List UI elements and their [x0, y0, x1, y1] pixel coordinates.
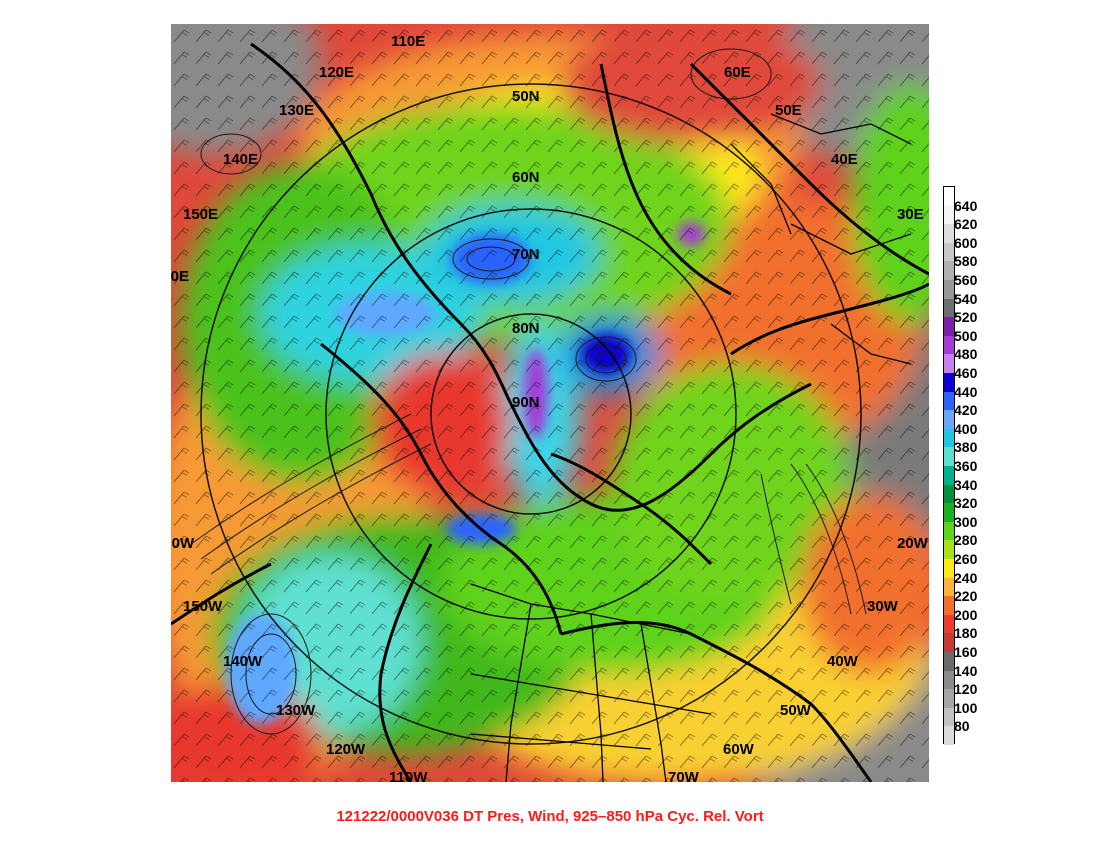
- color-scale-cell: [944, 242, 954, 262]
- color-scale-cell: [944, 335, 954, 355]
- lon-label-140w: 140W: [223, 653, 263, 670]
- lon-label-40e: 40E: [831, 151, 858, 168]
- color-scale-label: 200: [954, 606, 978, 623]
- color-scale-label: 320: [954, 495, 978, 512]
- color-scale-label: 160: [954, 644, 978, 660]
- color-scale-label: 180: [954, 625, 978, 642]
- color-scale-label: 420: [954, 402, 978, 419]
- lat-label-90n: 90N: [512, 394, 540, 411]
- color-scale-cell: [944, 428, 954, 448]
- lon-label-110e: 110E: [391, 33, 426, 50]
- color-scale-label: 220: [954, 588, 978, 605]
- color-scale-label: 480: [954, 346, 978, 363]
- color-scale-label: 560: [954, 272, 978, 288]
- color-scale-label: 580: [954, 253, 978, 270]
- color-scale-bar: [943, 186, 955, 746]
- lon-label-60e: 60E: [724, 64, 751, 81]
- color-scale-cell: [944, 373, 954, 393]
- color-scale-label: 240: [954, 569, 978, 586]
- lon-label-120w: 120W: [326, 741, 366, 758]
- color-scale-cell: [944, 689, 954, 709]
- color-scale-label: 400: [954, 420, 978, 437]
- lon-label-160w: 160W: [171, 535, 195, 552]
- color-scale-cell: [944, 521, 954, 541]
- lon-label-70w: 70W: [668, 769, 699, 782]
- map-panel: 110E 120E 130E 140E 150E 160E 160W 150W …: [171, 24, 929, 782]
- figure-caption: 121222/0000V036 DT Pres, Wind, 925–850 h…: [336, 808, 764, 825]
- color-scale-cell: [944, 484, 954, 504]
- color-scale-cell: [944, 224, 954, 244]
- lat-label-70n: 70N: [512, 246, 540, 263]
- lon-label-50w: 50W: [780, 702, 811, 719]
- lon-label-110w: 110W: [389, 769, 428, 782]
- color-scale-cell: [944, 354, 954, 374]
- color-scale-label: 340: [954, 476, 978, 493]
- color-scale-label: 500: [954, 327, 978, 344]
- color-scale-cell: [944, 652, 954, 672]
- lon-label-40w: 40W: [827, 653, 858, 670]
- lon-label-30w: 30W: [867, 598, 898, 615]
- color-scale-cell: [944, 391, 954, 411]
- color-scale-cell: [944, 298, 954, 318]
- color-scale-label: 100: [954, 699, 978, 716]
- color-scale-cell: [944, 205, 954, 225]
- color-scale-cell: [944, 726, 954, 746]
- lon-label-60w: 60W: [723, 741, 754, 758]
- lon-label-150w: 150W: [183, 598, 223, 615]
- color-scale-cell: [944, 317, 954, 337]
- color-scale-cell: [944, 466, 954, 486]
- color-scale-cell: [944, 633, 954, 653]
- color-scale-label: 540: [954, 290, 978, 307]
- color-scale-cell: [944, 280, 954, 300]
- lon-label-120e: 120E: [319, 64, 355, 81]
- color-scale-label: 620: [954, 216, 978, 233]
- color-scale-label: 600: [954, 234, 978, 251]
- color-scale-cell: [944, 447, 954, 467]
- color-scale-label: 260: [954, 551, 978, 567]
- color-scale-cell: [944, 707, 954, 727]
- color-scale-cell: [944, 577, 954, 597]
- lon-label-20w: 20W: [897, 535, 928, 552]
- lat-label-60n: 60N: [512, 169, 540, 186]
- color-scale-cell: [944, 614, 954, 634]
- color-scale-cell: [944, 559, 954, 579]
- lon-label-150e: 150E: [183, 206, 219, 223]
- color-scale-cell: [944, 503, 954, 523]
- color-scale-cell: [944, 187, 954, 206]
- lon-label-140e: 140E: [223, 151, 259, 168]
- color-scale-label: 440: [954, 383, 978, 400]
- lon-label-130e: 130E: [279, 102, 315, 119]
- color-scale-label: 380: [954, 439, 978, 456]
- color-scale-label: 640: [954, 197, 978, 214]
- color-scale-label: 120: [954, 681, 978, 698]
- color-scale-cell: [944, 670, 954, 690]
- color-scale-label: 140: [954, 662, 978, 679]
- color-scale-label: 300: [954, 513, 978, 530]
- lon-label-130w: 130W: [276, 702, 316, 719]
- color-scale-label: 80: [954, 718, 970, 735]
- lat-label-50n: 50N: [512, 88, 540, 105]
- color-scale-label: 460: [954, 365, 978, 381]
- lon-label-30e: 30E: [897, 206, 924, 223]
- color-scale-cell: [944, 596, 954, 616]
- lat-label-80n: 80N: [512, 320, 540, 337]
- lon-label-50e: 50E: [775, 102, 802, 119]
- color-scale-label: 360: [954, 458, 978, 474]
- dynamic-tropopause-pressure-map: [171, 24, 929, 782]
- color-scale-cell: [944, 410, 954, 430]
- color-scale-cell: [944, 540, 954, 560]
- color-scale-label: 280: [954, 532, 978, 549]
- color-scale-label: 520: [954, 309, 978, 326]
- lon-label-160e: 160E: [171, 268, 190, 285]
- color-scale-cell: [944, 261, 954, 281]
